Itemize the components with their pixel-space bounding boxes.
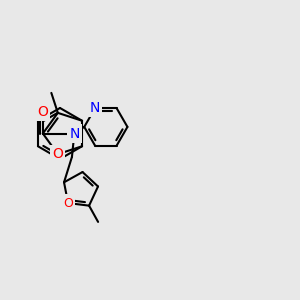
Text: O: O [38, 105, 48, 119]
Text: O: O [52, 147, 63, 161]
Text: O: O [63, 196, 73, 210]
Text: N: N [90, 101, 100, 115]
Text: N: N [69, 127, 80, 140]
